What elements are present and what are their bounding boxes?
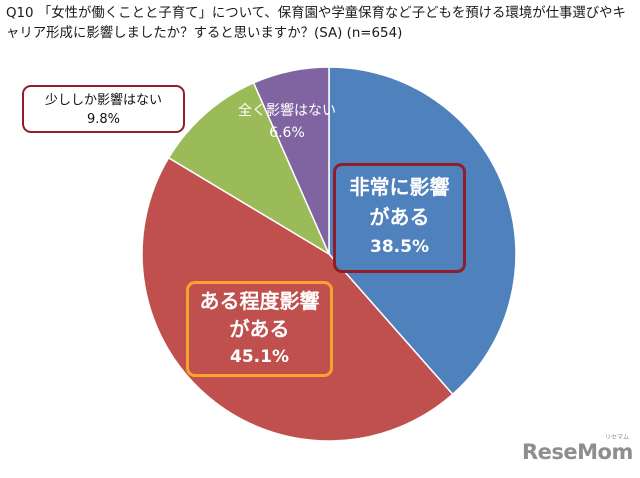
callout-some-influence-line1: ある程度影響 <box>199 289 320 313</box>
logo-sub: リセマム <box>605 434 630 441</box>
slice-label-no-influence: 全く影響はない 6.6% <box>238 100 336 144</box>
logo-text: ReseMom <box>522 440 633 464</box>
callout-great-influence: 非常に影響 がある 38.5% <box>333 163 466 273</box>
callout-little-influence-name: 少ししか影響はない <box>44 93 162 108</box>
callout-little-influence: 少ししか影響はない 9.8% <box>22 85 185 133</box>
callout-great-influence-line1: 非常に影響 <box>349 175 450 199</box>
callout-great-influence-value: 38.5% <box>370 237 429 257</box>
slice-label-no-influence-name: 全く影響はない <box>238 103 336 119</box>
slice-little-influence <box>167 81 331 256</box>
question-title: Q10 「女性が働くことと子育て」について、保育園や学童保育など子どもを預ける環… <box>6 6 626 41</box>
callout-some-influence-line2: がある <box>229 317 290 341</box>
slice-no-influence <box>252 66 330 255</box>
callout-little-influence-value: 9.8% <box>86 112 121 127</box>
resemom-logo: ReseMom リセマム <box>522 434 633 464</box>
callout-great-influence-line2: がある <box>369 205 430 229</box>
callout-some-influence: ある程度影響 がある 45.1% <box>186 281 333 377</box>
slice-label-no-influence-value: 6.6% <box>269 125 305 141</box>
callout-some-influence-value: 45.1% <box>230 347 289 367</box>
